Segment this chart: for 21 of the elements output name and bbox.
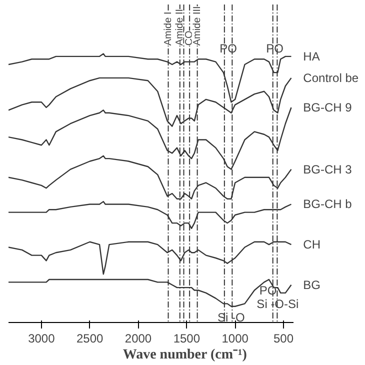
x-tick-label: 2500 bbox=[76, 332, 104, 346]
ref-line-label: Amide III bbox=[192, 6, 203, 46]
series-label: BG-CH 3 bbox=[303, 162, 352, 176]
x-tick-label: 1500 bbox=[173, 332, 200, 346]
series-label: Control be bbox=[303, 70, 359, 85]
x-axis-title: Wave number (cm⁻¹) bbox=[122, 348, 248, 362]
annotation: PO bbox=[259, 284, 277, 298]
x-tick-label: 2000 bbox=[124, 332, 152, 346]
series-label: BG bbox=[303, 278, 321, 292]
annotation: Si -O bbox=[218, 310, 245, 324]
ref-line-label: Amide II bbox=[174, 8, 186, 46]
ref-line-label: Amide I bbox=[162, 12, 174, 46]
x-tick-label: 1000 bbox=[222, 332, 249, 346]
series-label: BG-CH 9 bbox=[303, 100, 352, 114]
annotation: PO bbox=[266, 41, 284, 56]
annotation: PO bbox=[220, 41, 237, 56]
series-label: HA bbox=[303, 49, 320, 64]
series-label: BG-CH b bbox=[303, 197, 352, 212]
x-tick-label: 500 bbox=[273, 332, 294, 346]
x-tick-label: 3000 bbox=[28, 332, 56, 346]
series-label: CH bbox=[303, 238, 321, 252]
